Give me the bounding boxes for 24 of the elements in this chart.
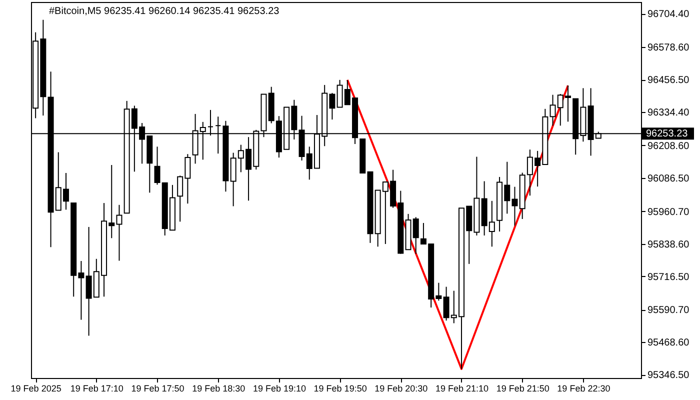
x-tick-label: 19 Feb 17:10 [70,384,124,394]
y-tick-label: 95468.60 [648,338,690,349]
x-tick-label: 19 Feb 20:30 [374,384,428,394]
x-tick-label: 19 Feb 19:10 [252,384,306,394]
chart-title: #Bitcoin,M5 96235.41 96260.14 96235.41 96253.23 [49,6,280,17]
x-tick-label: 19 Feb 17:50 [131,384,184,394]
ref-line-label: 96253.23 [646,128,688,140]
x-tick-label: 19 Feb 21:10 [435,384,489,394]
y-tick-label: 95960.70 [648,206,690,218]
y-tick-label: 95838.60 [648,239,690,250]
y-tick-label: 96704.40 [648,9,690,20]
x-tick-label: 19 Feb 22:30 [557,384,610,394]
x-tick-label: 19 Feb 21:50 [496,384,550,394]
x-tick-label: 19 Feb 18:30 [192,384,246,394]
y-tick-label: 96334.40 [648,107,690,118]
x-tick-label: 19 Feb 19:50 [314,384,367,394]
y-tick-label: 96578.60 [648,42,690,54]
y-tick-label: 96456.50 [648,75,690,86]
y-tick-label: 95346.50 [648,370,690,382]
y-tick-label: 96086.50 [648,173,690,184]
y-tick-label: 96208.60 [648,140,690,152]
y-tick-label: 95716.50 [648,272,690,283]
x-tick-label: 19 Feb 2025 [10,384,62,394]
y-tick-label: 95590.70 [648,305,690,316]
